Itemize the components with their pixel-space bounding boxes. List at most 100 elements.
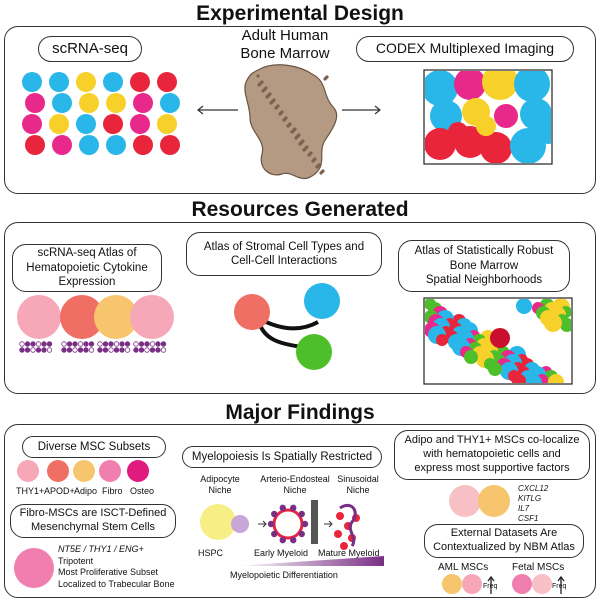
scrna-cell-dot	[76, 114, 96, 134]
cytokine-atlas-line1: scRNA-seq Atlas of	[37, 247, 137, 260]
expression-dot	[35, 347, 42, 353]
fibro-msc-circle	[14, 548, 54, 588]
expression-dot	[97, 347, 103, 353]
early-myeloid-dot	[298, 530, 305, 538]
neighborhood-atlas-label: Atlas of Statistically Robust Bone Marro…	[398, 240, 570, 292]
expression-dot	[30, 341, 36, 347]
tissue-speck	[298, 142, 302, 146]
early-myeloid-dot	[271, 510, 278, 518]
msc-fibro-circle	[99, 460, 121, 482]
isct-title-line2: Mesenchymal Stem Cells	[30, 521, 156, 533]
cytokine-atlas-label: scRNA-seq Atlas of Hematopoietic Cytokin…	[12, 244, 162, 292]
codex-cell	[425, 128, 456, 160]
expression-dot	[97, 341, 103, 347]
early-myeloid-label: Early Myeloid	[254, 548, 309, 558]
cytokine-cluster-peach	[94, 295, 138, 339]
scrna-cell-dot	[76, 72, 96, 92]
expression-dot	[61, 341, 67, 347]
msc-label-adipo: Adipo	[74, 486, 98, 496]
neighborhood-cell	[544, 314, 562, 332]
bone-marrow-tissue-icon	[244, 64, 338, 180]
expression-dot	[133, 341, 139, 347]
expression-dot	[66, 347, 73, 353]
expression-dot	[160, 347, 167, 353]
codex-cell	[534, 116, 551, 144]
expression-dot	[119, 347, 125, 353]
expression-dot	[149, 341, 156, 347]
expression-dot	[66, 341, 73, 347]
section-title-design: Experimental Design	[196, 2, 404, 25]
neighborhood-atlas-line2: Bone Marrow	[449, 259, 519, 272]
neighborhood-cell	[436, 334, 448, 346]
expression-dot	[46, 347, 53, 353]
neighborhood-cells	[425, 299, 571, 383]
adipocyte-niche-label: Adipocyte Niche	[190, 474, 250, 496]
aml-msc-circle-2	[462, 574, 482, 594]
expression-dot	[41, 341, 47, 347]
expression-dot	[77, 347, 84, 353]
codex-cell	[454, 71, 486, 100]
scrna-cell-dot	[103, 114, 123, 134]
expression-dot	[88, 347, 95, 353]
thy1-msc-circle	[449, 485, 481, 517]
expression-dot	[113, 347, 120, 353]
scrna-cell-dot	[106, 93, 126, 113]
tissue-speck	[311, 159, 315, 163]
isct-bullet-2: Most Proliferative Subset	[58, 567, 159, 578]
tissue-speck	[274, 106, 278, 110]
scrna-cell-dot	[22, 114, 42, 134]
factor-il7: IL7	[518, 504, 530, 513]
expression-dot	[108, 341, 114, 347]
expression-dot	[113, 341, 120, 347]
scrna-cell-dot	[22, 72, 42, 92]
expression-dot	[77, 341, 84, 347]
right-arrow	[342, 105, 381, 115]
msc-apod-circle	[47, 460, 69, 482]
tissue-speck	[294, 136, 298, 140]
bone-marrow-title: Adult Human Bone Marrow	[230, 27, 340, 63]
msc-label-fibro: Fibro	[102, 486, 123, 496]
early-myeloid-dots	[267, 504, 309, 544]
neighborhood-cell	[516, 299, 532, 314]
expression-dot	[144, 347, 150, 353]
neighborhood-cell	[548, 374, 564, 383]
early-myeloid-dot	[290, 536, 297, 544]
scrna-cell-dot	[79, 135, 99, 155]
scrna-cell-dot	[133, 93, 153, 113]
scrna-cell-dot	[52, 93, 72, 113]
neighborhood-cell	[512, 374, 526, 383]
scrna-cell-dot	[130, 114, 150, 134]
neighborhood-core	[490, 328, 510, 348]
expression-dot	[119, 341, 125, 347]
tissue-speck	[319, 171, 323, 175]
tissue-speck	[323, 77, 327, 81]
bone-marrow-title-line1: Adult Human	[241, 27, 329, 44]
factor-csf1: CSF1	[518, 514, 539, 523]
isct-bullet-3: Localized to Trabecular Bone	[58, 579, 175, 590]
arterio-endosteal-niche-line2: Niche	[283, 484, 307, 495]
expression-dot	[155, 341, 161, 347]
expression-dot	[72, 341, 78, 347]
tissue-speck	[286, 124, 290, 128]
scrna-cell-dot	[25, 93, 45, 113]
tissue-speck	[302, 148, 306, 152]
neighborhood-atlas-line1: Atlas of Statistically Robust	[414, 245, 554, 258]
expression-dot	[102, 347, 109, 353]
fetal-freq-arrow-head	[557, 575, 565, 582]
cytokine-cluster-pink	[17, 295, 61, 339]
section-title-resources: Resources Generated	[191, 198, 409, 221]
aml-freq-arrow-head	[487, 575, 495, 582]
codex-cell	[482, 71, 518, 100]
fetal-msc-circle-1	[512, 574, 532, 594]
msc-adipo-circle	[73, 460, 95, 482]
early-myeloid-dot	[298, 510, 305, 518]
adipocyte-niche-line1: Adipocyte	[200, 474, 240, 484]
early-myeloid-dot	[271, 530, 278, 538]
adipocyte-niche-line2: Niche	[208, 484, 232, 495]
scrna-cell-dot	[130, 72, 150, 92]
design-graphics	[22, 64, 553, 180]
codex-cell	[448, 122, 468, 142]
cytokine-expression-dots	[19, 341, 167, 353]
neighborhood-cell	[464, 350, 478, 364]
arterio-endosteal-niche-line1: Arterio-Endosteal	[260, 474, 330, 484]
